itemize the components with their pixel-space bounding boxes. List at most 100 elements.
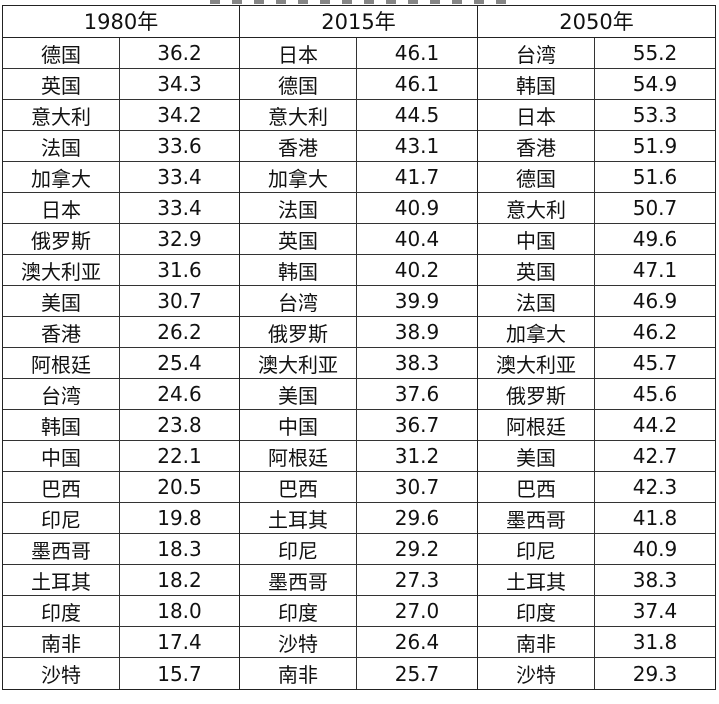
table-row: 阿根廷 31.2 xyxy=(240,441,477,472)
region-name-cell: 澳大利亚 xyxy=(478,348,595,378)
median-age-value-cell: 25.4 xyxy=(157,351,202,375)
region-name-cell: 南非 xyxy=(478,627,595,657)
median-age-value-cell: 37.6 xyxy=(394,382,440,406)
median-age-value-cell: 51.9 xyxy=(632,134,678,158)
table-row: 韩国 23.8 xyxy=(3,410,239,441)
median-age-value-cell: 18.0 xyxy=(157,599,202,623)
cropped-title-strip xyxy=(0,0,719,6)
table-row: 墨西哥 27.3 xyxy=(240,565,477,596)
region-name-cell: 意大利 xyxy=(3,100,120,130)
median-age-value-cell: 50.7 xyxy=(632,196,678,220)
median-age-value-cell: 29.3 xyxy=(632,661,678,686)
table-row: 香港 43.1 xyxy=(240,131,477,162)
region-name-cell: 韩国 xyxy=(3,410,120,440)
median-age-value-cell: 34.2 xyxy=(157,103,202,127)
region-name-cell: 英国 xyxy=(3,69,120,99)
table-row: 印尼 40.9 xyxy=(478,534,715,565)
median-age-value-cell: 26.4 xyxy=(394,630,440,654)
region-name-cell: 德国 xyxy=(240,69,357,99)
region-name-cell: 香港 xyxy=(240,131,357,161)
region-name-cell: 南非 xyxy=(3,627,120,657)
year-header: 2050年 xyxy=(478,6,715,38)
year-header: 2015年 xyxy=(240,6,477,38)
region-name-cell: 日本 xyxy=(3,193,120,223)
median-age-value-cell: 26.2 xyxy=(157,320,202,344)
median-age-value-cell: 30.7 xyxy=(157,289,202,313)
median-age-value-cell: 30.7 xyxy=(394,475,440,499)
median-age-value-cell: 36.2 xyxy=(157,41,202,65)
region-name-cell: 美国 xyxy=(478,441,595,471)
region-name-cell: 巴西 xyxy=(3,472,120,502)
median-age-value-cell: 42.7 xyxy=(632,444,678,468)
median-age-value-cell: 27.3 xyxy=(394,568,440,592)
region-name-cell: 加拿大 xyxy=(240,162,357,192)
median-age-value-cell: 18.2 xyxy=(157,568,202,592)
table-row: 英国 40.4 xyxy=(240,224,477,255)
table-row: 沙特 15.7 xyxy=(3,658,239,689)
table-row: 香港 26.2 xyxy=(3,317,239,348)
year-table: 2050年 台湾 55.2 韩国 54.9 日本 53.3 香港 51.9 德国 51.6 意大利 50… xyxy=(478,5,716,690)
region-name-cell: 墨西哥 xyxy=(478,503,595,533)
median-age-value-cell: 34.3 xyxy=(157,72,202,96)
region-name-cell: 日本 xyxy=(240,38,357,68)
table-row: 南非 25.7 xyxy=(240,658,477,689)
region-name-cell: 俄罗斯 xyxy=(3,224,120,254)
region-name-cell: 南非 xyxy=(240,658,357,689)
median-age-value-cell: 31.2 xyxy=(394,444,440,468)
median-age-value-cell: 40.9 xyxy=(632,537,678,561)
median-age-value-cell: 32.9 xyxy=(157,227,202,251)
table-row: 日本 53.3 xyxy=(478,100,715,131)
table-row: 韩国 40.2 xyxy=(240,255,477,286)
region-name-cell: 香港 xyxy=(478,131,595,161)
table-row: 台湾 55.2 xyxy=(478,38,715,69)
median-age-value-cell: 31.8 xyxy=(632,630,678,654)
median-age-value-cell: 40.4 xyxy=(394,227,440,251)
median-age-value-cell: 46.1 xyxy=(394,41,440,65)
region-name-cell: 澳大利亚 xyxy=(3,255,120,285)
median-age-value-cell: 22.1 xyxy=(157,444,202,468)
median-age-value-cell: 18.3 xyxy=(157,537,202,561)
table-row: 印度 27.0 xyxy=(240,596,477,627)
region-name-cell: 沙特 xyxy=(240,627,357,657)
median-age-value-cell: 29.6 xyxy=(394,506,440,530)
region-name-cell: 土耳其 xyxy=(240,503,357,533)
median-age-value-cell: 19.8 xyxy=(157,506,202,530)
region-name-cell: 阿根廷 xyxy=(3,348,120,378)
table-row: 英国 47.1 xyxy=(478,255,715,286)
table-row: 巴西 30.7 xyxy=(240,472,477,503)
table-row: 沙特 29.3 xyxy=(478,658,715,689)
region-name-cell: 沙特 xyxy=(478,658,595,689)
region-name-cell: 印度 xyxy=(3,596,120,626)
region-name-cell: 土耳其 xyxy=(3,565,120,595)
year-header: 1980年 xyxy=(3,6,239,38)
region-name-cell: 美国 xyxy=(3,286,120,316)
median-age-value-cell: 55.2 xyxy=(632,41,678,65)
region-name-cell: 台湾 xyxy=(3,379,120,409)
table-row: 中国 36.7 xyxy=(240,410,477,441)
table-row: 台湾 39.9 xyxy=(240,286,477,317)
table-row: 韩国 54.9 xyxy=(478,69,715,100)
region-name-cell: 印度 xyxy=(478,596,595,626)
table-row: 印尼 19.8 xyxy=(3,503,239,534)
median-age-value-cell: 41.8 xyxy=(632,506,678,530)
median-age-value-cell: 40.9 xyxy=(394,196,440,220)
region-name-cell: 韩国 xyxy=(240,255,357,285)
median-age-value-cell: 27.0 xyxy=(394,599,440,623)
median-age-value-cell: 23.8 xyxy=(157,413,202,437)
region-name-cell: 印尼 xyxy=(3,503,120,533)
region-name-cell: 阿根廷 xyxy=(478,410,595,440)
region-name-cell: 印度 xyxy=(240,596,357,626)
table-row: 德国 36.2 xyxy=(3,38,239,69)
region-name-cell: 日本 xyxy=(478,100,595,130)
table-row: 沙特 26.4 xyxy=(240,627,477,658)
table-row: 巴西 42.3 xyxy=(478,472,715,503)
median-age-value-cell: 53.3 xyxy=(632,103,678,127)
median-age-value-cell: 47.1 xyxy=(632,258,678,282)
table-row: 德国 51.6 xyxy=(478,162,715,193)
region-name-cell: 英国 xyxy=(240,224,357,254)
region-name-cell: 美国 xyxy=(240,379,357,409)
table-row: 墨西哥 18.3 xyxy=(3,534,239,565)
table-row: 澳大利亚 38.3 xyxy=(240,348,477,379)
table-row: 德国 46.1 xyxy=(240,69,477,100)
median-age-value-cell: 46.9 xyxy=(632,289,678,313)
